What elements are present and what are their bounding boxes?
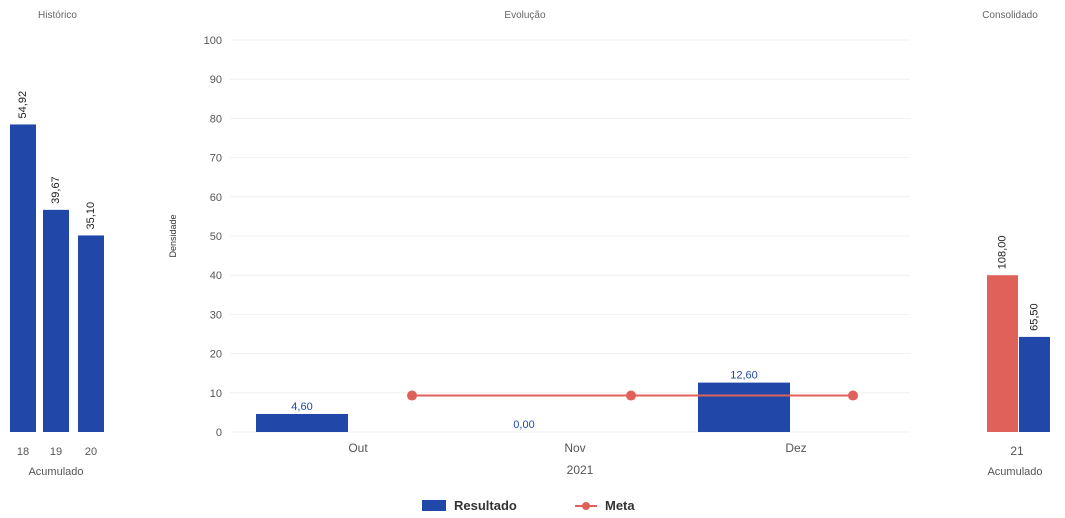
historico-bar-19 — [43, 209, 69, 432]
consolidado-value-label-0: 108,00 — [996, 236, 1008, 270]
legend-item-meta[interactable]: Meta — [575, 498, 635, 513]
legend: Resultado Meta — [0, 498, 1065, 518]
evolucao-xlabel: 2021 — [567, 463, 594, 477]
historico-title: Histórico — [38, 10, 77, 21]
evolucao-ytick-10: 10 — [210, 388, 222, 400]
consolidado-bar-0 — [987, 275, 1018, 432]
evolucao-ytick-80: 80 — [210, 113, 222, 125]
evolucao-title: Evolução — [504, 10, 546, 21]
meta-point-Dez — [848, 390, 858, 401]
historico-tick-19: 19 — [50, 446, 62, 458]
evolucao-xtick-Dez: Dez — [785, 441, 806, 455]
charts-canvas: 54,921839,671935,1020Acumulado0102030405… — [10, 35, 1050, 478]
evolucao-ytick-70: 70 — [210, 153, 222, 165]
evolucao-value-label-Dez: 12,60 — [730, 370, 758, 382]
historico-tick-18: 18 — [17, 446, 29, 458]
evolucao-value-label-Nov: 0,00 — [513, 419, 534, 431]
evolucao-ytick-40: 40 — [210, 270, 222, 282]
historico-value-label-19: 39,67 — [50, 176, 62, 204]
consolidado-title: Consolidado — [982, 10, 1038, 21]
resultado-swatch-icon — [422, 500, 446, 511]
legend-label-resultado: Resultado — [454, 498, 517, 513]
evolucao-ytick-90: 90 — [210, 74, 222, 86]
evolucao-xtick-Nov: Nov — [564, 441, 585, 455]
consolidado-value-label-1: 65,50 — [1028, 303, 1040, 331]
evolucao-ytick-60: 60 — [210, 192, 222, 204]
historico-bar-20 — [78, 235, 104, 432]
historico-bar-18 — [10, 124, 36, 432]
evolucao-value-label-Out: 4,60 — [291, 401, 312, 413]
consolidado-bar-1 — [1019, 336, 1050, 432]
historico-value-label-20: 35,10 — [85, 202, 97, 230]
consolidado-tick-21: 21 — [1010, 444, 1024, 458]
historico-tick-20: 20 — [85, 446, 97, 458]
evolucao-ylabel: Densidade — [168, 214, 178, 257]
legend-label-meta: Meta — [605, 498, 635, 513]
meta-point-Nov — [626, 390, 636, 401]
evolucao-ytick-0: 0 — [216, 427, 222, 439]
legend-item-resultado[interactable]: Resultado — [422, 498, 517, 513]
evolucao-ytick-30: 30 — [210, 309, 222, 321]
evolucao-bar-Out — [256, 413, 348, 432]
historico-xlabel: Acumulado — [28, 466, 83, 478]
evolucao-ytick-50: 50 — [210, 231, 222, 243]
meta-line-dot-icon — [575, 500, 597, 511]
consolidado-xlabel: Acumulado — [987, 466, 1042, 478]
evolucao-ytick-100: 100 — [204, 35, 222, 47]
meta-point-Out — [407, 390, 417, 401]
evolucao-xtick-Out: Out — [348, 441, 368, 455]
evolucao-ytick-20: 20 — [210, 349, 222, 361]
historico-value-label-18: 54,92 — [17, 91, 29, 119]
evolucao-bar-Dez — [698, 382, 790, 432]
